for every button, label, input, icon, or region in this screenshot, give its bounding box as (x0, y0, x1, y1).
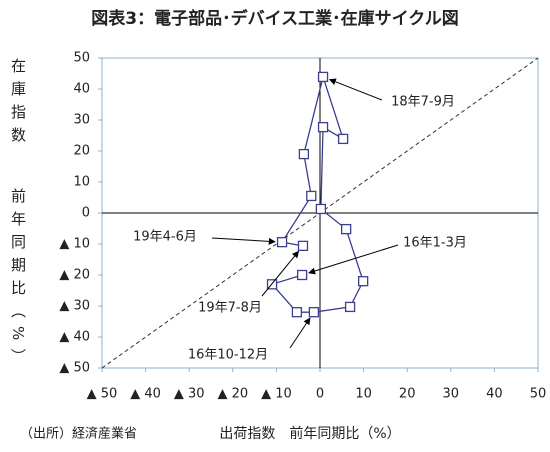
annotation-arrow (328, 78, 383, 101)
y-tick-label: 30 (73, 113, 90, 128)
annotation-arrow (211, 237, 276, 245)
annotation-arrow (261, 250, 300, 297)
x-tick-label: ▲ 10 (261, 387, 292, 402)
point (306, 190, 317, 202)
point (344, 301, 356, 313)
y-tick-label: ▲ 20 (59, 268, 90, 283)
point (297, 240, 309, 252)
x-tick-label: 30 (443, 387, 460, 402)
point (315, 203, 327, 215)
x-axis-label: 出荷指数 前年同期比（%） (219, 425, 400, 442)
source: （出所）経済産業省 (20, 426, 137, 442)
y-tick-label: 50 (73, 51, 90, 66)
y-tick-label: ▲ 30 (59, 299, 90, 314)
y-axis-label: 在庫指数 (9, 58, 27, 150)
cycle-line (270, 74, 364, 313)
point (337, 133, 349, 145)
annotation: 16年1-3月 (403, 236, 467, 251)
annotation: 19年7-8月 (198, 301, 262, 316)
chart-title: 図表3：電子部品･デバイス工業･在庫サイクル図 (91, 9, 459, 29)
x-tick-label: 0 (316, 387, 324, 402)
annotation-arrow (308, 244, 399, 275)
y-tick-label: ▲ 50 (59, 361, 90, 376)
x-tick-label: ▲ 50 (87, 387, 118, 402)
annotation: 19年4-6月 (133, 230, 197, 245)
annotation-arrow (289, 317, 311, 349)
point (358, 276, 369, 287)
point (308, 307, 320, 318)
annotation: 18年7-9月 (391, 95, 455, 110)
point (317, 121, 329, 133)
point (298, 148, 310, 160)
point (296, 269, 308, 281)
y-axis-label: 前年同期比（%） (9, 188, 27, 372)
x-tick-label: ▲ 40 (130, 387, 161, 402)
point (276, 236, 288, 248)
y-tick-label: 40 (73, 82, 90, 97)
annotation: 16年10-12月 (188, 348, 268, 363)
x-tick-label: 40 (486, 387, 503, 402)
x-tick-label: ▲ 20 (217, 387, 248, 402)
y-tick-label: ▲ 10 (59, 237, 90, 252)
point (317, 71, 329, 83)
y-tick-label: 20 (73, 144, 90, 159)
y-tick-label: 10 (73, 175, 90, 190)
y-tick-label: ▲ 40 (59, 330, 90, 345)
point (341, 223, 352, 235)
y-tick-label: 0 (82, 206, 90, 221)
point (291, 307, 303, 318)
x-tick-label: 10 (355, 387, 372, 402)
x-tick-label: 50 (530, 387, 547, 402)
x-tick-label: 20 (399, 387, 416, 402)
x-tick-label: ▲ 30 (174, 387, 205, 402)
